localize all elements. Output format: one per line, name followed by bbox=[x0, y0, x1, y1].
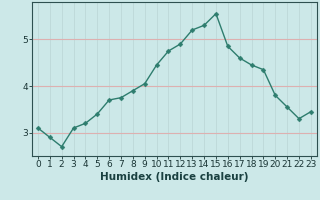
X-axis label: Humidex (Indice chaleur): Humidex (Indice chaleur) bbox=[100, 172, 249, 182]
